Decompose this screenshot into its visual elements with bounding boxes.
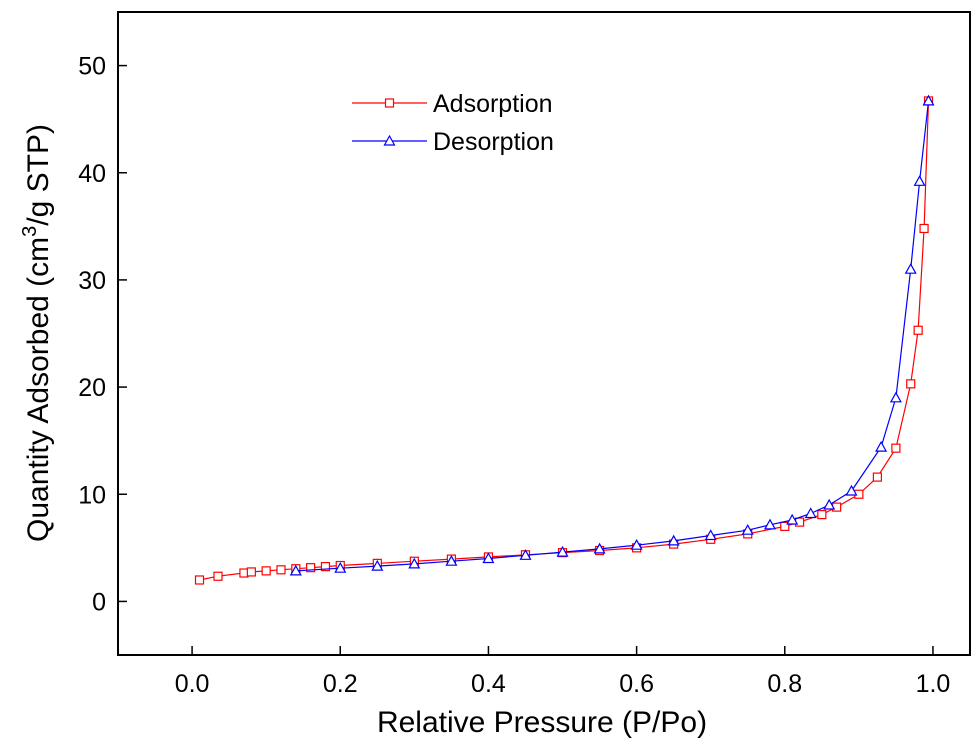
desorption-point: [334, 561, 347, 573]
adsorption-point: [276, 565, 286, 575]
adsorption-point: [906, 379, 916, 389]
adsorption-point: [261, 566, 271, 576]
desorption-point: [556, 545, 569, 557]
x-axis-title: Relative Pressure (P/Po): [377, 706, 707, 739]
adsorption-point: [832, 502, 842, 512]
desorption-point: [889, 391, 902, 403]
x-tick-label: 1.0: [916, 670, 951, 698]
desorption-point: [445, 554, 458, 566]
adsorption-point: [872, 472, 882, 482]
legend: Adsorption Desorption: [352, 90, 554, 156]
desorption-point: [913, 175, 926, 186]
adsorption-point: [780, 521, 790, 532]
desorption-point: [630, 538, 643, 550]
x-tick-label: 0.2: [323, 670, 358, 698]
adsorption-point: [213, 571, 223, 581]
desorption-point: [667, 534, 680, 546]
desorption-point: [593, 542, 606, 554]
adsorption-point: [320, 561, 331, 572]
adsorption-point: [891, 443, 901, 453]
desorption-point: [875, 440, 888, 452]
desorption-point: [704, 529, 717, 541]
desorption-point: [408, 557, 421, 569]
adsorption-line: [199, 100, 930, 581]
plot-frame: [117, 11, 971, 656]
y-tick-label: 30: [78, 267, 106, 295]
y-axis-title: Quantity Adsorbed (cm3/g STP): [19, 124, 55, 542]
desorption-point: [763, 518, 777, 530]
y-tick-label: 0: [92, 588, 106, 616]
legend-adsorption-label: Adsorption: [433, 90, 553, 118]
x-tick-label: 0.6: [619, 670, 654, 698]
y-axis-title-main: Quantity Adsorbed (cm: [22, 237, 55, 542]
y-axis-ticks: 0 10 20 30 40 50: [78, 53, 127, 616]
legend-desorption-marker: [383, 134, 396, 146]
desorption-point: [804, 507, 817, 519]
y-tick-label: 40: [78, 160, 106, 188]
adsorption-point: [194, 575, 205, 585]
x-tick-label: 0.0: [175, 670, 210, 698]
desorption-point: [922, 94, 935, 106]
desorption-point: [845, 484, 858, 496]
desorption-point: [289, 564, 302, 576]
y-axis-title-superscript: 3: [19, 226, 41, 237]
desorption-line: [295, 100, 930, 572]
legend-adsorption-marker: [384, 98, 395, 108]
desorption-point: [371, 559, 384, 571]
adsorption-point: [239, 568, 249, 578]
y-axis-title-tail: /g STP): [22, 124, 55, 226]
desorption-point: [786, 513, 799, 525]
desorption-point: [519, 549, 532, 560]
desorption-point: [823, 498, 836, 510]
x-tick-label: 0.8: [767, 670, 802, 698]
adsorption-point: [919, 223, 929, 234]
series-layer: [194, 94, 935, 585]
y-tick-label: 50: [78, 53, 106, 81]
adsorption-point: [306, 563, 316, 573]
adsorption-point: [817, 510, 827, 520]
x-tick-label: 0.4: [471, 670, 506, 698]
adsorption-point: [246, 567, 256, 577]
y-tick-label: 20: [78, 374, 106, 402]
legend-desorption-label: Desorption: [433, 128, 554, 156]
desorption-point: [482, 552, 495, 564]
desorption-point: [904, 262, 917, 274]
x-axis-ticks: 0.0 0.2 0.4 0.6 0.8 1.0: [175, 646, 951, 698]
adsorption-point: [913, 325, 923, 335]
y-tick-label: 10: [78, 481, 106, 509]
desorption-point: [741, 523, 754, 535]
